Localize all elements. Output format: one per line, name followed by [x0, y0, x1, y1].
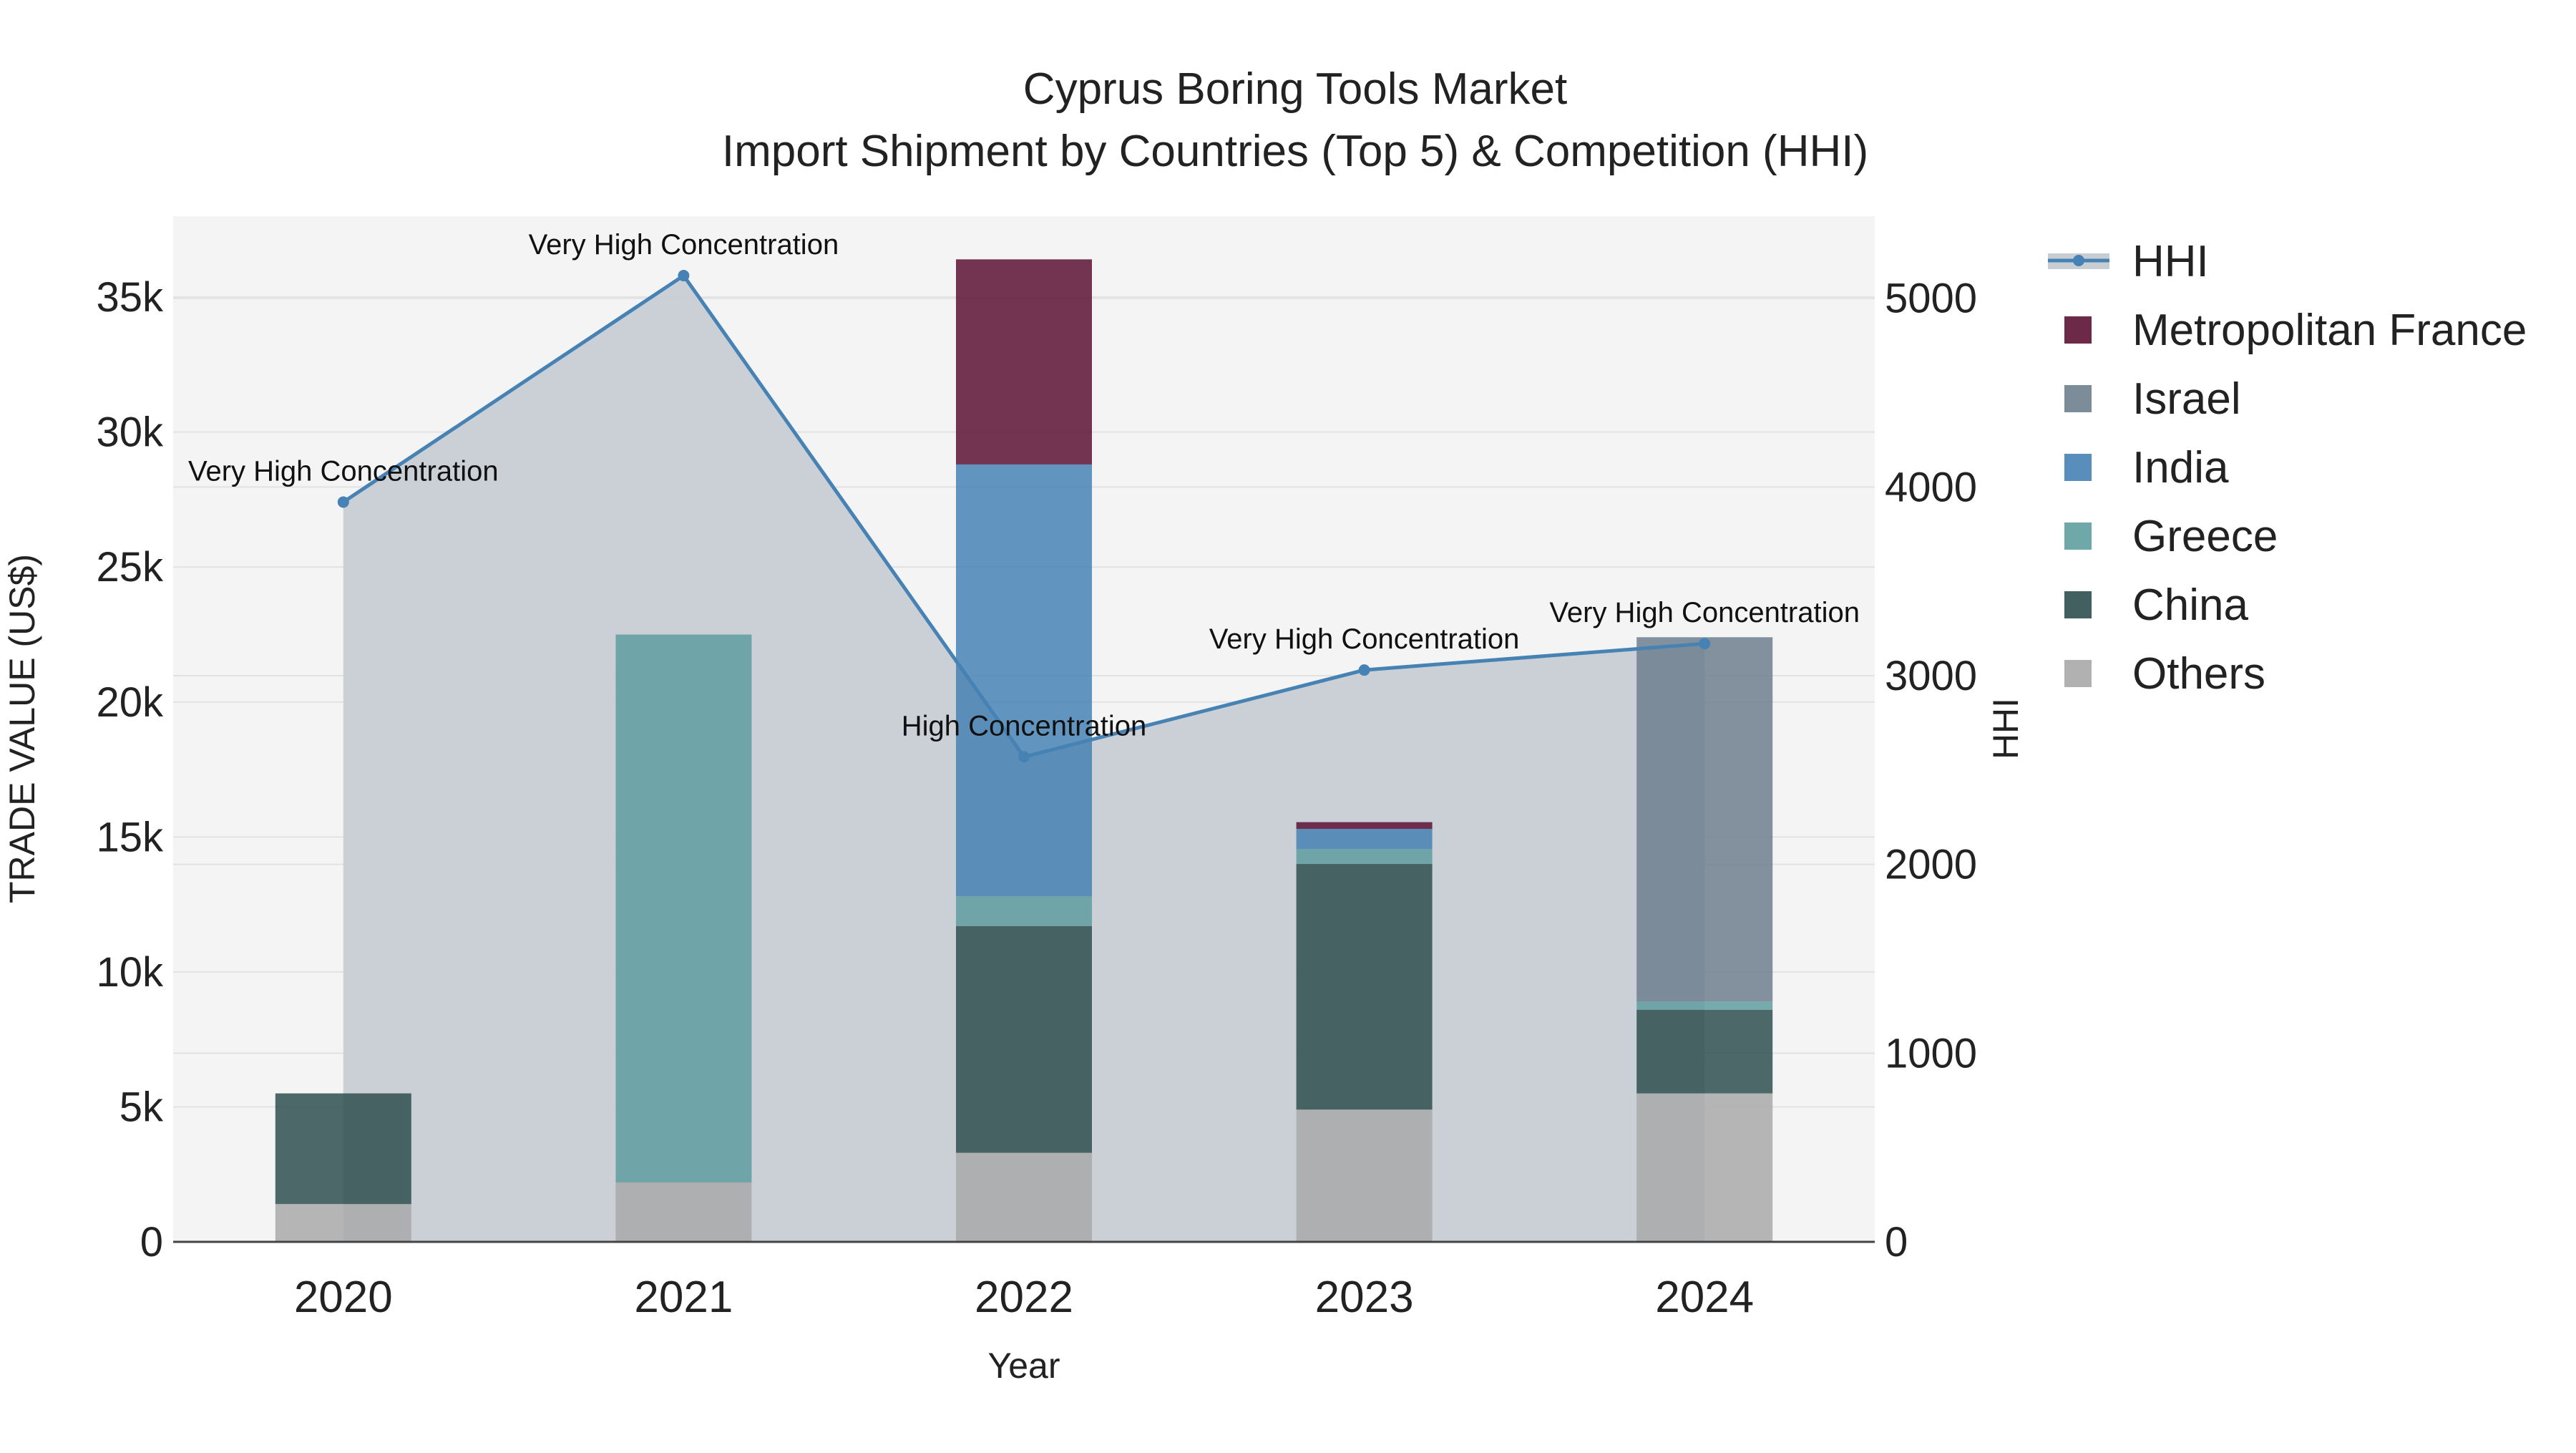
y-axis-label: TRADE VALUE (US$) [2, 554, 42, 903]
legend-swatch-others [2064, 660, 2092, 687]
bar-india-2023 [1296, 829, 1433, 850]
bar-others-2020 [275, 1204, 411, 1242]
bar-china-2020 [275, 1093, 411, 1205]
y-tick-label: 5k [119, 1084, 164, 1130]
bars [275, 259, 1773, 1242]
bar-greece-2021 [615, 634, 752, 1183]
y-tick-label: 15k [96, 814, 164, 860]
hhi-point-2020 [337, 496, 349, 508]
y2-tick-label: 0 [1885, 1219, 1908, 1265]
legend-label-others: Others [2132, 649, 2265, 699]
y-tick-label: 25k [96, 544, 164, 591]
y-tick-label: 20k [96, 679, 164, 726]
legend-label-hhi: HHI [2132, 237, 2209, 286]
bar-greece-2024 [1636, 1001, 1773, 1010]
legend-swatch-india [2064, 454, 2092, 481]
x-tick-label: 2024 [1655, 1273, 1754, 1322]
y-axis-ticks: 0 5k 10k 15k 20k 25k 30k 35k [96, 274, 164, 1265]
legend-swatch-china [2064, 591, 2092, 618]
legend-label-india: India [2132, 443, 2229, 492]
bar-israel-2024 [1636, 637, 1773, 1002]
x-tick-label: 2022 [975, 1273, 1073, 1322]
legend-label-greece: Greece [2132, 512, 2278, 561]
legend-hhi-marker [2073, 255, 2084, 266]
hhi-point-2024 [1699, 638, 1711, 650]
hhi-annotation-2022: High Concentration [902, 710, 1146, 742]
legend-label-metropolitan-france: Metropolitan France [2132, 306, 2527, 355]
bar-others-2023 [1296, 1109, 1433, 1242]
y2-tick-label: 1000 [1885, 1030, 1977, 1077]
y-tick-label: 30k [96, 409, 164, 456]
y-tick-label: 10k [96, 949, 164, 996]
x-tick-label: 2023 [1315, 1273, 1414, 1322]
hhi-line [337, 270, 1711, 763]
hhi-point-2023 [1358, 664, 1370, 676]
hhi-labels: Very High Concentration Very High Concent… [188, 229, 1860, 742]
hhi-annotation-2021: Very High Concentration [529, 229, 839, 261]
bar-china-2022 [956, 925, 1092, 1153]
bar-metropolitan-france-2023 [1296, 822, 1433, 830]
bar-india-2022 [956, 464, 1092, 897]
legend-swatch-metropolitan-france [2064, 316, 2092, 344]
bar-metropolitan-france-2022 [956, 259, 1092, 465]
chart-title: Cyprus Boring Tools Market [1023, 64, 1567, 114]
y-tick-label: 0 [140, 1219, 163, 1265]
y2-axis-label: HHI [1986, 698, 2026, 759]
bar-others-2021 [615, 1182, 752, 1242]
hhi-annotation-2023: Very High Concentration [1209, 623, 1520, 655]
hhi-point-2021 [678, 270, 690, 282]
bar-others-2024 [1636, 1093, 1773, 1242]
bar-china-2023 [1296, 864, 1433, 1110]
x-axis-ticks: 2020 2021 2022 2023 2024 [294, 1273, 1754, 1322]
legend: HHI Metropolitan France Israel India Greece C… [2048, 237, 2527, 699]
bar-others-2022 [956, 1152, 1092, 1242]
y2-tick-label: 2000 [1885, 842, 1977, 888]
x-tick-label: 2020 [294, 1273, 393, 1322]
y2-tick-label: 3000 [1885, 653, 1977, 699]
x-axis-label: Year [987, 1346, 1060, 1386]
hhi-point-2022 [1018, 751, 1030, 763]
chart-subtitle: Import Shipment by Countries (Top 5) & C… [722, 127, 1868, 176]
bar-greece-2023 [1296, 849, 1433, 865]
y2-tick-label: 5000 [1885, 276, 1977, 322]
y2-axis-ticks: 0 1000 2000 3000 4000 5000 [1885, 276, 1977, 1265]
legend-label-china: China [2132, 580, 2249, 630]
bar-china-2024 [1636, 1009, 1773, 1094]
y2-tick-label: 4000 [1885, 464, 1977, 510]
hhi-annotation-2020: Very High Concentration [188, 455, 499, 487]
bar-greece-2022 [956, 896, 1092, 926]
legend-swatch-israel [2064, 385, 2092, 412]
legend-swatch-greece [2064, 523, 2092, 550]
y-tick-label: 35k [96, 274, 164, 321]
hhi-annotation-2024: Very High Concentration [1549, 597, 1860, 628]
legend-label-israel: Israel [2132, 374, 2241, 424]
x-tick-label: 2021 [634, 1273, 733, 1322]
